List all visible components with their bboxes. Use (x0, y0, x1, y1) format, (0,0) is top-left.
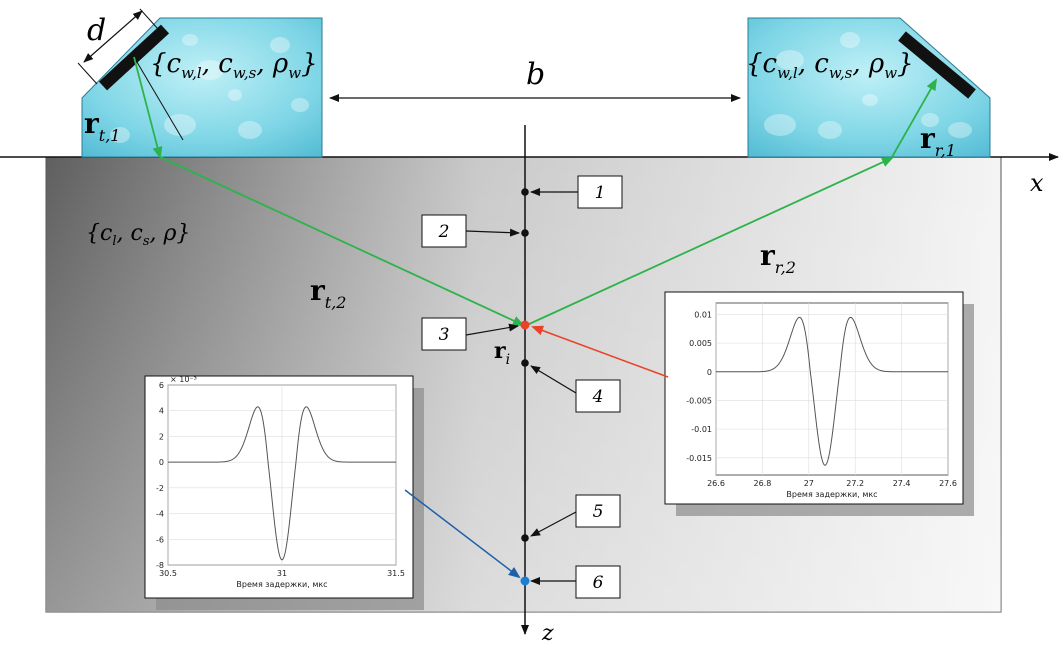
ray-rt2 (159, 156, 525, 326)
svg-text:2: 2 (438, 222, 450, 242)
callout-1: 1 (530, 175, 623, 209)
y-tick-label: 2 (159, 432, 164, 441)
y-tick-label: 0.01 (694, 310, 712, 319)
y-tick-label: -4 (156, 510, 164, 519)
callout-2: 2 (421, 214, 520, 248)
d-label: d (87, 13, 106, 48)
x-tick-label: 26.8 (753, 479, 771, 488)
x-axis-title: Время задержки, мкс (236, 580, 327, 589)
rr2-label: rr,2 (760, 239, 796, 277)
red-link-arrow (531, 325, 669, 378)
svg-text:1: 1 (595, 183, 606, 203)
d-dimension-arrow (83, 10, 143, 63)
x-tick-label: 31 (277, 569, 287, 578)
right-transducer (898, 31, 976, 99)
y-tick-label: 0.005 (689, 339, 712, 348)
svg-text:5: 5 (593, 502, 604, 522)
y-tick-label: -0.015 (686, 454, 712, 463)
svg-text:3: 3 (439, 325, 450, 345)
point-4 (521, 359, 529, 367)
blue-link-arrow (404, 489, 521, 579)
point-1 (521, 188, 529, 196)
signal-line (716, 316, 948, 466)
callout-3: 3 (421, 317, 519, 351)
y-exponent-label: × 10⁻³ (170, 375, 197, 384)
rt1-label: rt,1 (84, 107, 120, 145)
rr1-label: rr,1 (920, 122, 956, 160)
callout-5: 5 (530, 494, 621, 537)
right-wedge-params: {cw,l, cw,s, ρw} (746, 49, 914, 82)
plot-area (715, 302, 949, 476)
left-signal-chart: 6 4 2 0 -2 -4 -6 -830.5 31 31.5 Время задержки, мк… (156, 375, 405, 589)
svg-text:4: 4 (592, 387, 604, 407)
b-label: b (526, 57, 545, 92)
signal-line (168, 406, 396, 561)
point-5 (521, 534, 529, 542)
x-tick-label: 27.6 (939, 479, 957, 488)
right-signal-chart: 0.01 0.005 0 -0.005 -0.01 -0.015 26.6 26.8 27 27.… (686, 302, 957, 499)
solid-params: {cl, cs, ρ} (86, 221, 190, 249)
point-3 (520, 320, 530, 330)
x-axis-label: x (1030, 169, 1044, 197)
x-tick-label: 27.4 (893, 479, 911, 488)
left-normal-line (133, 56, 184, 141)
ray-rt1 (133, 56, 163, 159)
y-tick-label: 6 (159, 381, 164, 390)
z-axis-label: z (541, 621, 554, 646)
x-tick-label: 27 (804, 479, 814, 488)
callout-6: 6 (530, 565, 621, 599)
point-2 (521, 229, 529, 237)
callout-4: 4 (530, 365, 621, 413)
y-tick-label: -0.01 (691, 425, 712, 434)
ray-rr2 (526, 157, 894, 326)
x-tick-label: 26.6 (707, 479, 725, 488)
y-tick-label: 4 (159, 407, 164, 416)
y-tick-label: -8 (156, 561, 164, 570)
y-tick-label: -0.005 (686, 396, 712, 405)
ray-rr1 (891, 78, 937, 158)
point-6 (520, 576, 530, 586)
y-tick-label: -2 (156, 484, 164, 493)
ri-label: ri (494, 338, 510, 368)
x-axis-title: Время задержки, мкс (786, 490, 877, 499)
x-tick-label: 31.5 (387, 569, 405, 578)
x-tick-label: 27.2 (846, 479, 864, 488)
y-tick-label: -6 (156, 535, 164, 544)
x-tick-label: 30.5 (159, 569, 177, 578)
rt2-label: rt,2 (310, 274, 346, 312)
y-tick-label: 0 (159, 458, 164, 467)
left-wedge-params: {cw,l, cw,s, ρw} (150, 49, 318, 82)
y-tick-label: 0 (707, 368, 712, 377)
right-wedge (747, 17, 991, 158)
svg-text:6: 6 (593, 573, 604, 593)
